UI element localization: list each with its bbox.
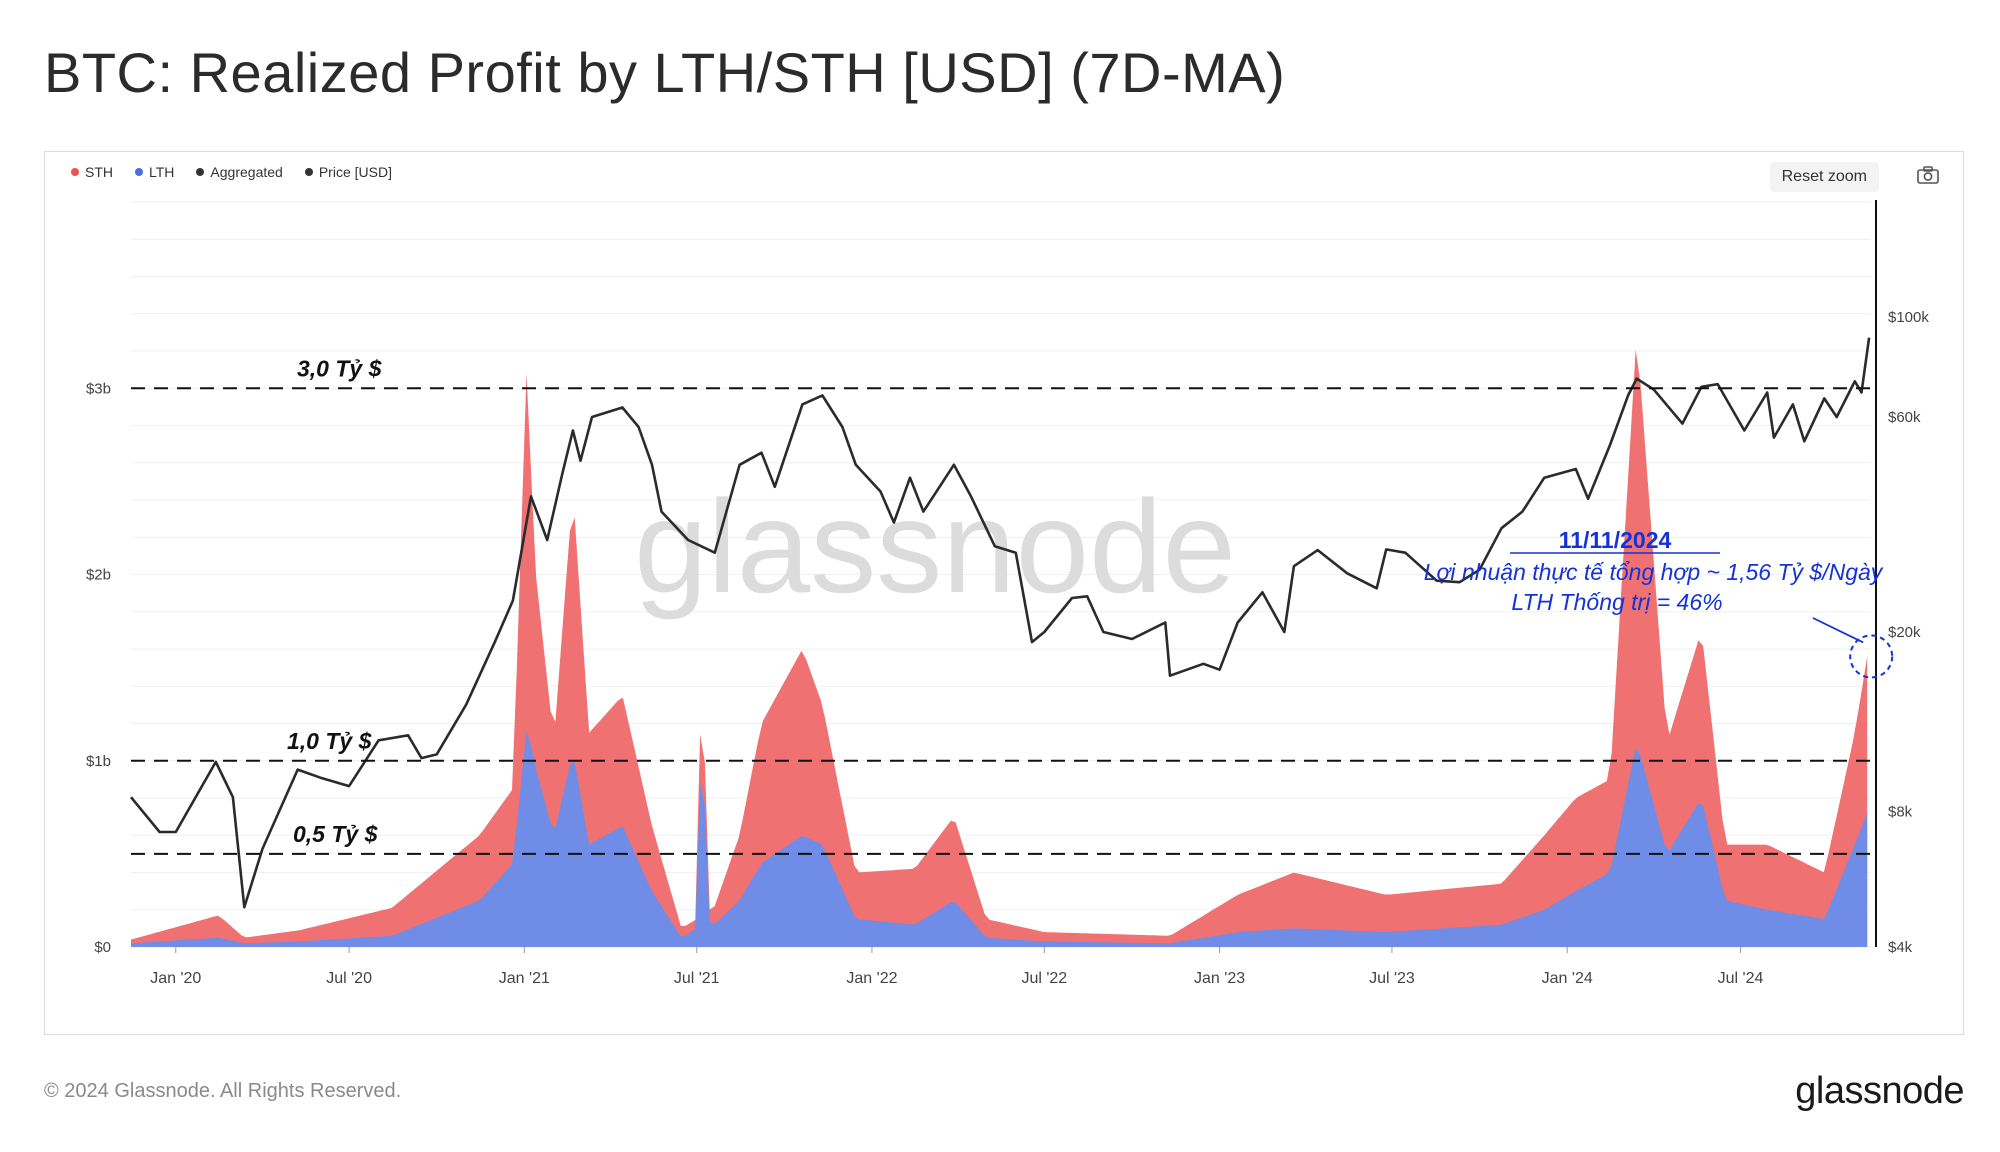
y-left-tick-label: $0 [94,939,111,956]
page-title: BTC: Realized Profit by LTH/STH [USD] (7… [44,41,1286,104]
x-tick-label: Jan '21 [499,970,550,987]
watermark: glassnode [634,473,1236,620]
legend-dot-aggregated [196,168,205,176]
copyright-text: © 2024 Glassnode. All Rights Reserved. [44,1080,402,1102]
reference-lines: 3,0 Tỷ $ 1,0 Tỷ $ 0,5 Tỷ $ [131,355,1871,855]
x-tick-label: Jan '22 [846,970,897,987]
legend-dot-price [304,168,313,176]
x-tick-label: Jul '24 [1718,970,1764,987]
x-tick-label: Jan '24 [1542,970,1593,987]
chart-plot: glassnode 3,0 Tỷ $ 1,0 Tỷ $ 0,5 Tỷ $ $0 $1b… [86,200,1929,987]
reference-line-label: 3,0 Tỷ $ [297,355,382,381]
annotation-date: 11/11/2024 [1559,527,1672,553]
y-left-tick-label: $2b [86,567,111,584]
reference-line-label: 1,0 Tỷ $ [287,728,372,754]
x-tick-label: Jul '20 [326,970,372,987]
legend-dot-sth [71,168,79,176]
y-right-tick-label: $20k [1888,624,1921,641]
y-left-tick-label: $3b [86,380,111,397]
y-right-tick-label: $100k [1888,309,1929,326]
legend-label-lth: LTH [149,164,175,180]
reset-zoom-button[interactable]: Reset zoom [1769,162,1879,192]
legend-item-lth[interactable]: LTH [135,164,174,180]
legend-item-price[interactable]: Price [USD] [304,164,392,180]
annotation-line1: Lợi nhuận thực tế tổng hợp ~ 1,56 Tỷ $/N… [1424,559,1884,585]
legend-dot-lth [135,168,143,176]
legend-item-sth[interactable]: STH [71,164,113,180]
annotation-circle [1849,634,1894,679]
y-left-tick-label: $1b [86,753,111,770]
x-tick-label: Jul '22 [1021,970,1067,987]
price-series [129,337,1871,909]
annotation: 11/11/2024 Lợi nhuận thực tế tổng hợp ~ 1… [1424,527,1894,679]
camera-icon[interactable] [1917,166,1939,184]
reference-line-label: 0,5 Tỷ $ [293,821,378,847]
chart-frame: STH LTH Aggregated Price [USD] Reset zoo… [44,151,1964,1035]
chart-legend: STH LTH Aggregated Price [USD] [71,164,392,180]
annotation-arrow [1812,617,1864,644]
legend-label-sth: STH [85,164,113,180]
y-right-tick-label: $8k [1888,803,1913,820]
legend-label-aggregated: Aggregated [210,164,283,180]
y-right-tick-label: $60k [1888,409,1921,426]
y-right-tick-label: $4k [1888,939,1913,956]
annotation-line2: LTH Thống trị = 46% [1511,589,1722,615]
lth-area [131,730,1868,947]
x-tick-label: Jul '23 [1369,970,1415,987]
brand-logo: glassnode [1795,1070,1964,1112]
x-tick-label: Jan '20 [150,970,201,987]
legend-label-price: Price [USD] [318,164,392,180]
sth-area [131,349,1868,947]
axes: $0 $1b $2b $3b $4k $8k $20k $60k $100k Jan '20 Jul… [86,200,1929,987]
profit-areas [131,349,1868,947]
x-tick-label: Jul '21 [674,970,720,987]
x-tick-label: Jan '23 [1194,970,1245,987]
price-line [129,337,1871,909]
legend-item-aggregated[interactable]: Aggregated [196,164,283,180]
